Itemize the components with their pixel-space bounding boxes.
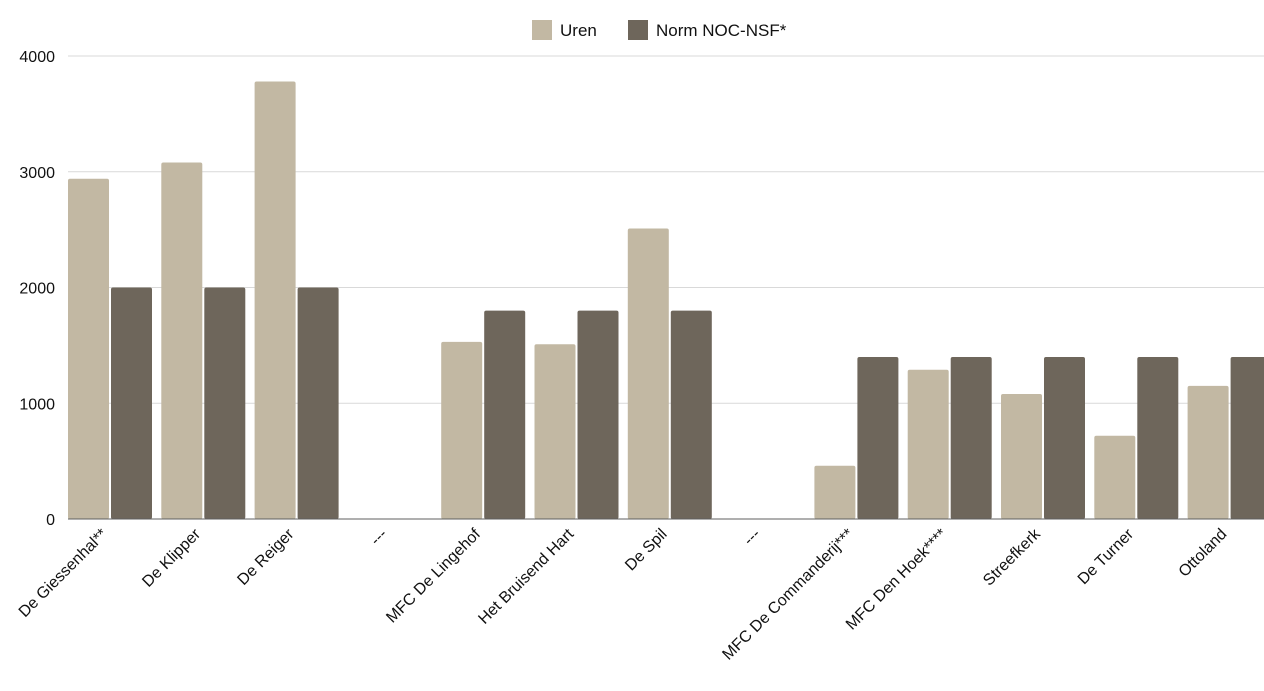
bar-uren-streefkerk[interactable] (1001, 394, 1042, 519)
x-tick-label: De Klipper (139, 525, 204, 590)
x-tick-label: De Spil (622, 526, 670, 574)
bar-uren-het-bruisend-hart[interactable] (534, 344, 576, 519)
legend-swatch (532, 20, 552, 40)
bar-uren-mfc-de-lingehof[interactable] (441, 341, 483, 519)
x-tick-label: De Turner (1075, 525, 1138, 588)
bars-layer (68, 81, 1264, 520)
bar-uren-mfc-de-commanderij[interactable] (814, 465, 856, 519)
x-tick-label: MFC De Commanderij*** (719, 526, 857, 664)
bar-uren-de-giessenhal[interactable] (68, 178, 109, 519)
bar-uren-mfc-den-hoek[interactable] (907, 369, 949, 519)
bar-norm-noc-nsf-mfc-de-commanderij[interactable] (857, 357, 899, 519)
bar-uren-ottoland[interactable] (1187, 385, 1229, 519)
x-tick-label: --- (741, 526, 764, 549)
bar-norm-noc-nsf-streefkerk[interactable] (1044, 357, 1085, 519)
x-tick-label: De Reiger (234, 525, 297, 588)
x-tick-label: MFC De Lingehof (383, 525, 484, 626)
legend[interactable]: Uren Norm NOC-NSF* (532, 20, 787, 40)
bar-norm-noc-nsf-ottoland[interactable] (1230, 357, 1264, 519)
x-tick-label: Streefkerk (980, 525, 1044, 589)
legend-item-uren[interactable]: Uren (532, 20, 597, 40)
x-tick-label: --- (367, 526, 390, 549)
legend-label: Norm NOC-NSF* (656, 21, 787, 40)
bar-norm-noc-nsf-het-bruisend-hart[interactable] (577, 310, 619, 519)
bar-norm-noc-nsf-de-spil[interactable] (670, 310, 712, 519)
bar-norm-noc-nsf-mfc-den-hoek[interactable] (950, 357, 992, 519)
y-tick-label: 2000 (19, 281, 55, 298)
y-tick-label: 0 (46, 512, 55, 529)
y-tick-label: 4000 (19, 49, 55, 66)
bar-uren-de-turner[interactable] (1094, 435, 1136, 519)
legend-swatch (628, 20, 648, 40)
x-tick-label: Het Bruisend Hart (475, 525, 577, 627)
bar-norm-noc-nsf-de-klipper[interactable] (204, 287, 246, 520)
bar-norm-noc-nsf-de-giessenhal[interactable] (111, 287, 152, 520)
x-tick-label: De Giessenhal** (16, 526, 111, 621)
x-tick-label: Ottoland (1176, 526, 1231, 581)
legend-item-norm-noc-nsf[interactable]: Norm NOC-NSF* (628, 20, 787, 40)
x-tick-label: MFC Den Hoek**** (843, 526, 951, 634)
y-tick-label: 3000 (19, 165, 55, 182)
bar-uren-de-reiger[interactable] (254, 81, 296, 520)
legend-label: Uren (560, 21, 597, 40)
bar-norm-noc-nsf-de-turner[interactable] (1137, 357, 1179, 519)
bar-uren-de-spil[interactable] (627, 228, 669, 520)
bar-norm-noc-nsf-de-reiger[interactable] (297, 287, 339, 520)
bar-uren-de-klipper[interactable] (161, 162, 203, 520)
y-tick-label: 1000 (19, 396, 55, 413)
bar-norm-noc-nsf-mfc-de-lingehof[interactable] (484, 310, 526, 519)
